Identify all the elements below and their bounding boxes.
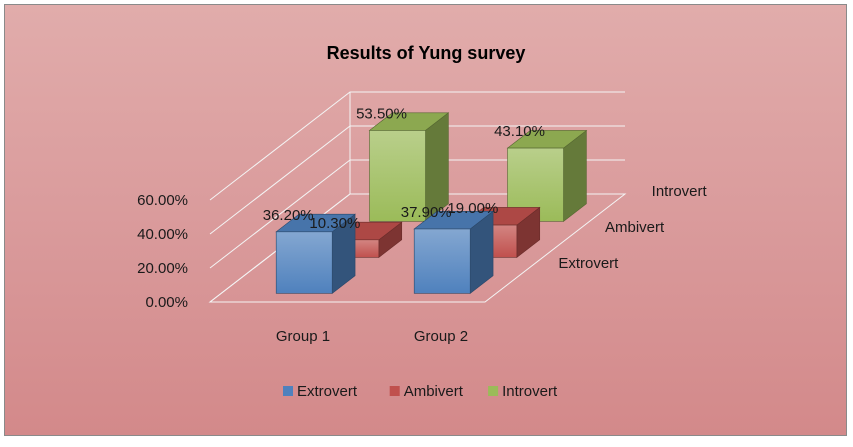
legend-swatch — [283, 386, 293, 396]
bar-introvert-group-2 — [506, 129, 588, 222]
depth-tick-label: Ambivert — [605, 219, 665, 236]
x-tick-label: Group 1 — [276, 328, 330, 345]
data-label: 19.00% — [447, 200, 498, 217]
legend-label: Extrovert — [297, 383, 358, 400]
y-tick-label: 20.00% — [137, 260, 188, 277]
y-tick-label: 40.00% — [137, 226, 188, 243]
depth-tick-label: Introvert — [652, 183, 708, 200]
chart-labels: 0.00% 20.00% 40.00% 60.00% 53.50% 43.10% 10.30… — [137, 105, 707, 345]
data-label: 53.50% — [356, 105, 407, 122]
chart-title: Results of Yung survey — [327, 43, 526, 63]
bar-front — [275, 231, 333, 294]
chart-legend: Extrovert Ambivert Introvert — [283, 383, 558, 400]
data-label: 43.10% — [494, 123, 545, 140]
data-label: 37.90% — [401, 204, 452, 221]
legend-label: Introvert — [502, 383, 558, 400]
chart-bars — [275, 112, 588, 294]
legend-label: Ambivert — [404, 383, 464, 400]
x-tick-label: Group 2 — [414, 328, 468, 345]
legend-swatch — [488, 386, 499, 396]
bar-extrovert-group-1 — [275, 213, 356, 294]
data-label: 36.20% — [263, 207, 314, 224]
y-tick-label: 0.00% — [145, 294, 188, 311]
bar-front — [369, 130, 426, 222]
bar-extrovert-group-2 — [413, 210, 494, 294]
depth-tick-label: Extrovert — [558, 255, 619, 272]
y-tick-label: 60.00% — [137, 192, 188, 209]
legend-swatch — [389, 386, 400, 396]
bar-front — [507, 147, 564, 222]
data-label: 10.30% — [309, 215, 360, 232]
bar-front — [413, 228, 471, 294]
bar-introvert-group-1 — [368, 112, 450, 222]
